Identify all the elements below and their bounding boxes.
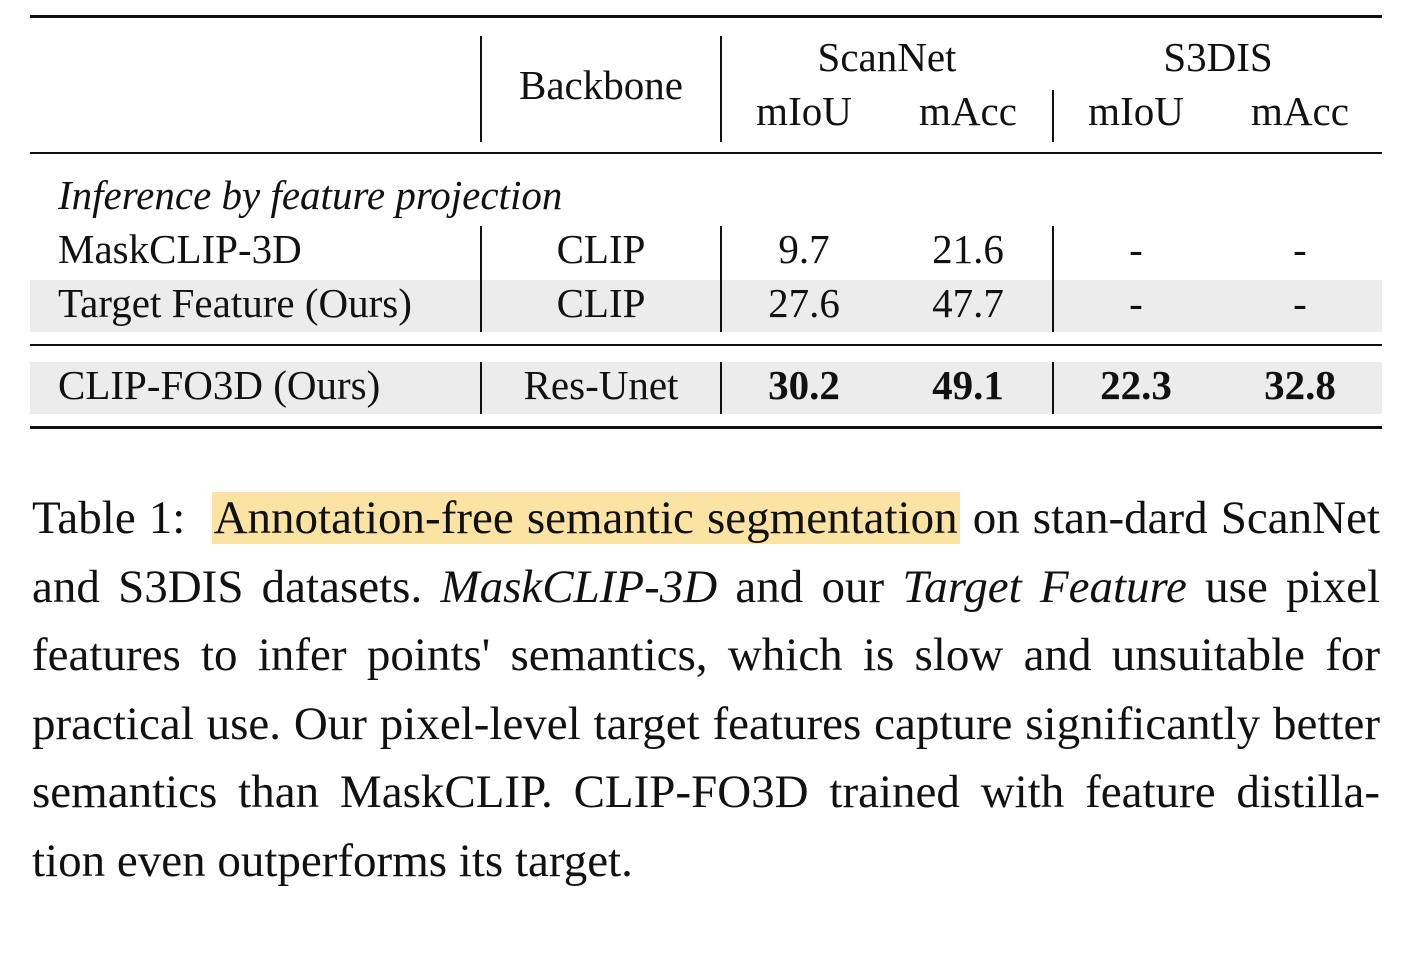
table-top-rule bbox=[30, 15, 1382, 18]
cell-s3dis-miou: 22.3 bbox=[1100, 362, 1172, 408]
caption-highlight: Annotation-free semantic segmentation bbox=[211, 492, 960, 544]
cell-scannet-miou: 9.7 bbox=[778, 226, 830, 272]
vline-dataset-last bbox=[1052, 362, 1054, 414]
table-caption: Table 1: Annotation-free semantic segmen… bbox=[32, 484, 1380, 895]
vline-backbone-last bbox=[720, 362, 722, 414]
vline-method-last bbox=[480, 362, 482, 414]
row-backbone: CLIP bbox=[556, 226, 646, 272]
cell-scannet-miou: 27.6 bbox=[768, 280, 840, 326]
caption-label: Table 1: bbox=[32, 492, 186, 544]
cell-s3dis-macc: - bbox=[1293, 280, 1307, 326]
section-label: Inference by feature projection bbox=[58, 172, 563, 218]
caption-text-1: on stan-dard ScanNet and S3DIS datasets. bbox=[32, 492, 1380, 613]
header-scannet-macc: mAcc bbox=[919, 88, 1017, 134]
cell-s3dis-miou: - bbox=[1129, 226, 1143, 272]
group-separator-rule bbox=[30, 344, 1382, 346]
cell-scannet-macc: 47.7 bbox=[932, 280, 1004, 326]
row-backbone: Res-Unet bbox=[523, 362, 679, 408]
row-shade-target-feature bbox=[30, 280, 1382, 332]
row-shade-clip-fo3d bbox=[30, 362, 1382, 414]
header-group-s3dis: S3DIS bbox=[1163, 34, 1273, 80]
caption-text-3: use pixel features to infer points' sema… bbox=[32, 560, 1381, 887]
row-method: CLIP-FO3D (Ours) bbox=[58, 362, 381, 408]
row-method: MaskCLIP-3D bbox=[58, 226, 302, 272]
table-bottom-rule bbox=[30, 426, 1382, 429]
vline-method-header bbox=[480, 36, 482, 142]
vline-dataset-body bbox=[1052, 226, 1054, 332]
cell-scannet-miou: 30.2 bbox=[768, 362, 840, 408]
header-scannet-miou: mIoU bbox=[756, 88, 852, 134]
cell-s3dis-macc: 32.8 bbox=[1264, 362, 1336, 408]
caption-italic-target-feature: Target Feature bbox=[902, 560, 1187, 613]
cell-s3dis-miou: - bbox=[1129, 280, 1143, 326]
cell-scannet-macc: 21.6 bbox=[932, 226, 1004, 272]
vline-method-body bbox=[480, 226, 482, 332]
cell-s3dis-macc: - bbox=[1293, 226, 1307, 272]
header-bottom-rule bbox=[30, 152, 1382, 154]
cell-scannet-macc: 49.1 bbox=[932, 362, 1004, 408]
header-group-scannet: ScanNet bbox=[817, 34, 957, 80]
row-backbone: CLIP bbox=[556, 280, 646, 326]
vline-backbone-header bbox=[720, 36, 722, 142]
header-s3dis-macc: mAcc bbox=[1251, 88, 1349, 134]
vline-dataset-header bbox=[1052, 90, 1054, 142]
header-backbone: Backbone bbox=[519, 62, 683, 108]
vline-backbone-body bbox=[720, 226, 722, 332]
caption-italic-maskclip: MaskCLIP-3D bbox=[440, 560, 718, 613]
header-s3dis-miou: mIoU bbox=[1088, 88, 1184, 134]
row-method: Target Feature (Ours) bbox=[58, 280, 412, 326]
caption-text-2: and our bbox=[717, 560, 903, 613]
